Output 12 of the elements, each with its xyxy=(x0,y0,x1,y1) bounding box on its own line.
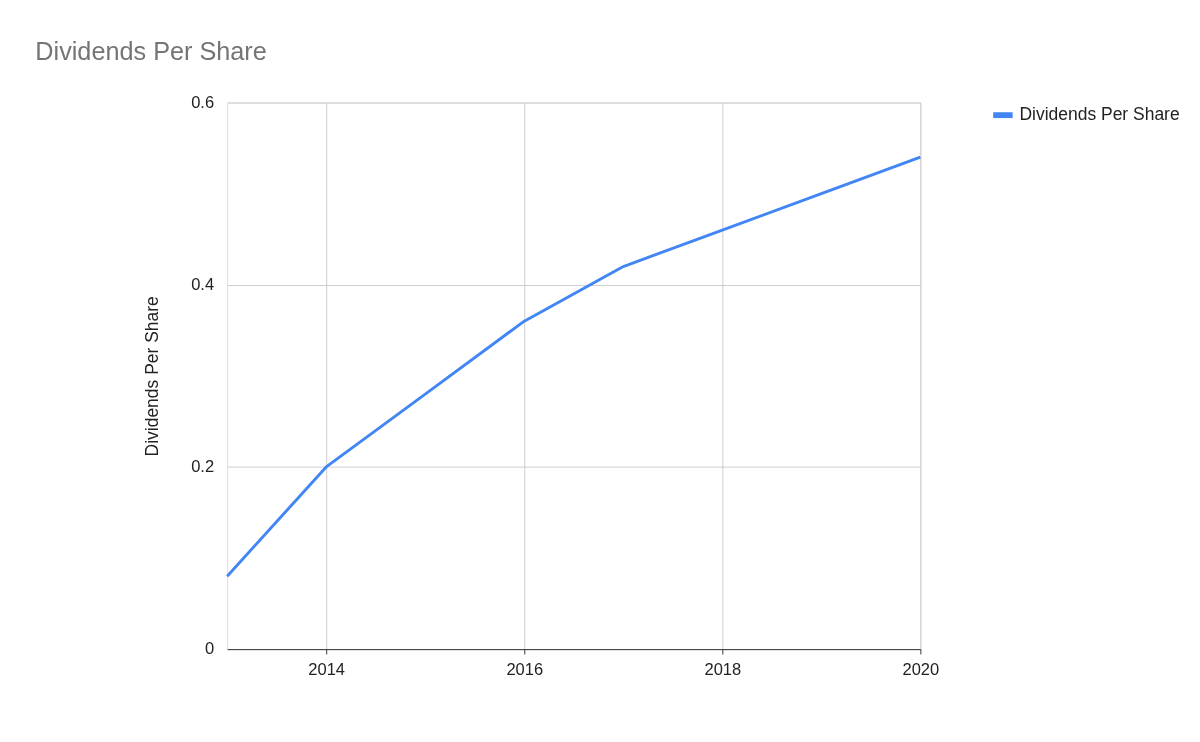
y-tick-label: 0 xyxy=(204,639,215,658)
y-tick-label: 0.2 xyxy=(191,457,215,476)
chart-title: Dividends Per Share xyxy=(35,36,267,65)
line-series xyxy=(225,155,922,578)
x-tick-label: 2016 xyxy=(506,659,544,678)
y-axis-title: Dividends Per Share xyxy=(142,296,163,457)
x-tick-label: 2018 xyxy=(704,659,742,678)
x-tick-label: 2020 xyxy=(902,659,940,678)
x-tick-label: 2014 xyxy=(308,659,346,678)
legend-label: Dividends Per Share xyxy=(1019,104,1180,124)
y-tick-label: 0.6 xyxy=(191,92,215,111)
y-tick-label: 0.4 xyxy=(191,275,215,294)
